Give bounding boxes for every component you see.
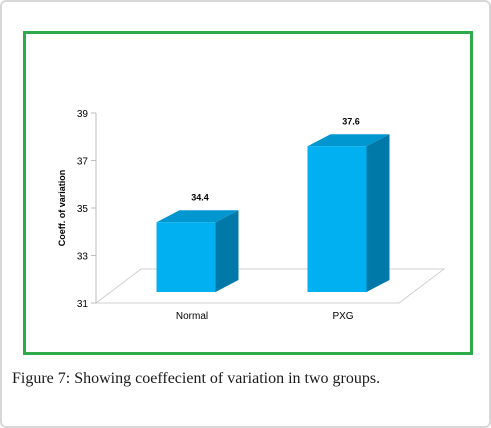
chart-frame: 31 33 35 37 39 Coeff. of variation 34.4 Normal 3…: [23, 31, 473, 355]
bar-side-face: [366, 134, 390, 292]
data-label: 37.6: [342, 116, 360, 126]
y-tick-label: 33: [77, 252, 89, 263]
bar-front: [307, 146, 367, 292]
chart-floor: [94, 268, 446, 304]
data-label: 34.4: [191, 192, 209, 202]
bar-side-face: [215, 210, 239, 292]
bar-top-face: [156, 210, 239, 223]
x-category-label: PXG: [332, 311, 353, 322]
x-category-label: Normal: [176, 311, 208, 322]
caption-text: Showing coeffecient of variation in two …: [74, 370, 381, 387]
y-tick-label: 39: [77, 109, 89, 120]
caption-label: Figure 7:: [12, 370, 71, 387]
y-axis-title: Coeff. of variation: [57, 170, 67, 247]
figure-caption: Figure 7: Showing coeffecient of variati…: [12, 370, 482, 388]
bar-top-face: [307, 134, 390, 147]
y-tick-label: 31: [77, 299, 89, 310]
y-tick-label: 37: [77, 157, 89, 168]
y-tick-label: 35: [77, 204, 89, 215]
bar-front: [156, 222, 216, 292]
bar-chart: 31 33 35 37 39 Coeff. of variation 34.4 Normal 3…: [57, 109, 446, 322]
